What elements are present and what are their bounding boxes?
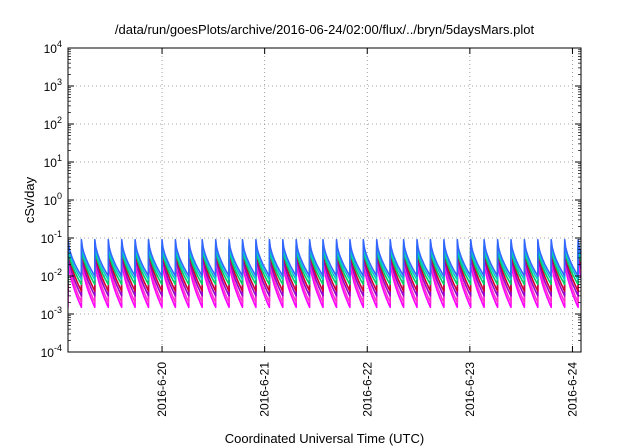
series-line-4 xyxy=(68,245,581,286)
y-tick-label: 10-3 xyxy=(41,305,62,322)
series-line-0 xyxy=(68,257,581,309)
y-tick-label: 103 xyxy=(44,77,62,94)
y-axis-title: cSv/day xyxy=(22,176,37,223)
x-tick-label: 2016-6-21 xyxy=(258,362,272,417)
chart-title: /data/run/goesPlots/archive/2016-06-24/0… xyxy=(115,22,535,37)
y-axis-tick-labels: 10-4 10-3 10-2 10-1 100 101 102 103 104 xyxy=(41,39,62,360)
x-axis-title: Coordinated Universal Time (UTC) xyxy=(225,431,424,446)
y-tick-label: 100 xyxy=(44,191,62,208)
y-tick-label: 10-2 xyxy=(41,267,62,284)
x-tick-label: 2016-6-22 xyxy=(360,362,374,417)
y-tick-label: 10-1 xyxy=(41,229,62,246)
series-layer xyxy=(68,238,581,309)
series-line-2 xyxy=(68,250,581,297)
x-tick-label: 2016-6-24 xyxy=(565,362,579,417)
series-line-5 xyxy=(68,243,581,281)
grid xyxy=(68,48,581,352)
x-axis-tick-labels: 2016-6-20 2016-6-21 2016-6-22 2016-6-23 2016… xyxy=(155,362,579,417)
x-tick-label: 2016-6-23 xyxy=(463,362,477,417)
y-tick-label: 10-4 xyxy=(41,343,62,360)
y-tick-label: 104 xyxy=(44,39,62,56)
y-tick-label: 101 xyxy=(44,153,62,170)
y-tick-label: 102 xyxy=(44,115,62,132)
x-tick-label: 2016-6-20 xyxy=(155,362,169,417)
axis-ticks xyxy=(68,47,581,353)
series-line-6 xyxy=(68,238,581,277)
